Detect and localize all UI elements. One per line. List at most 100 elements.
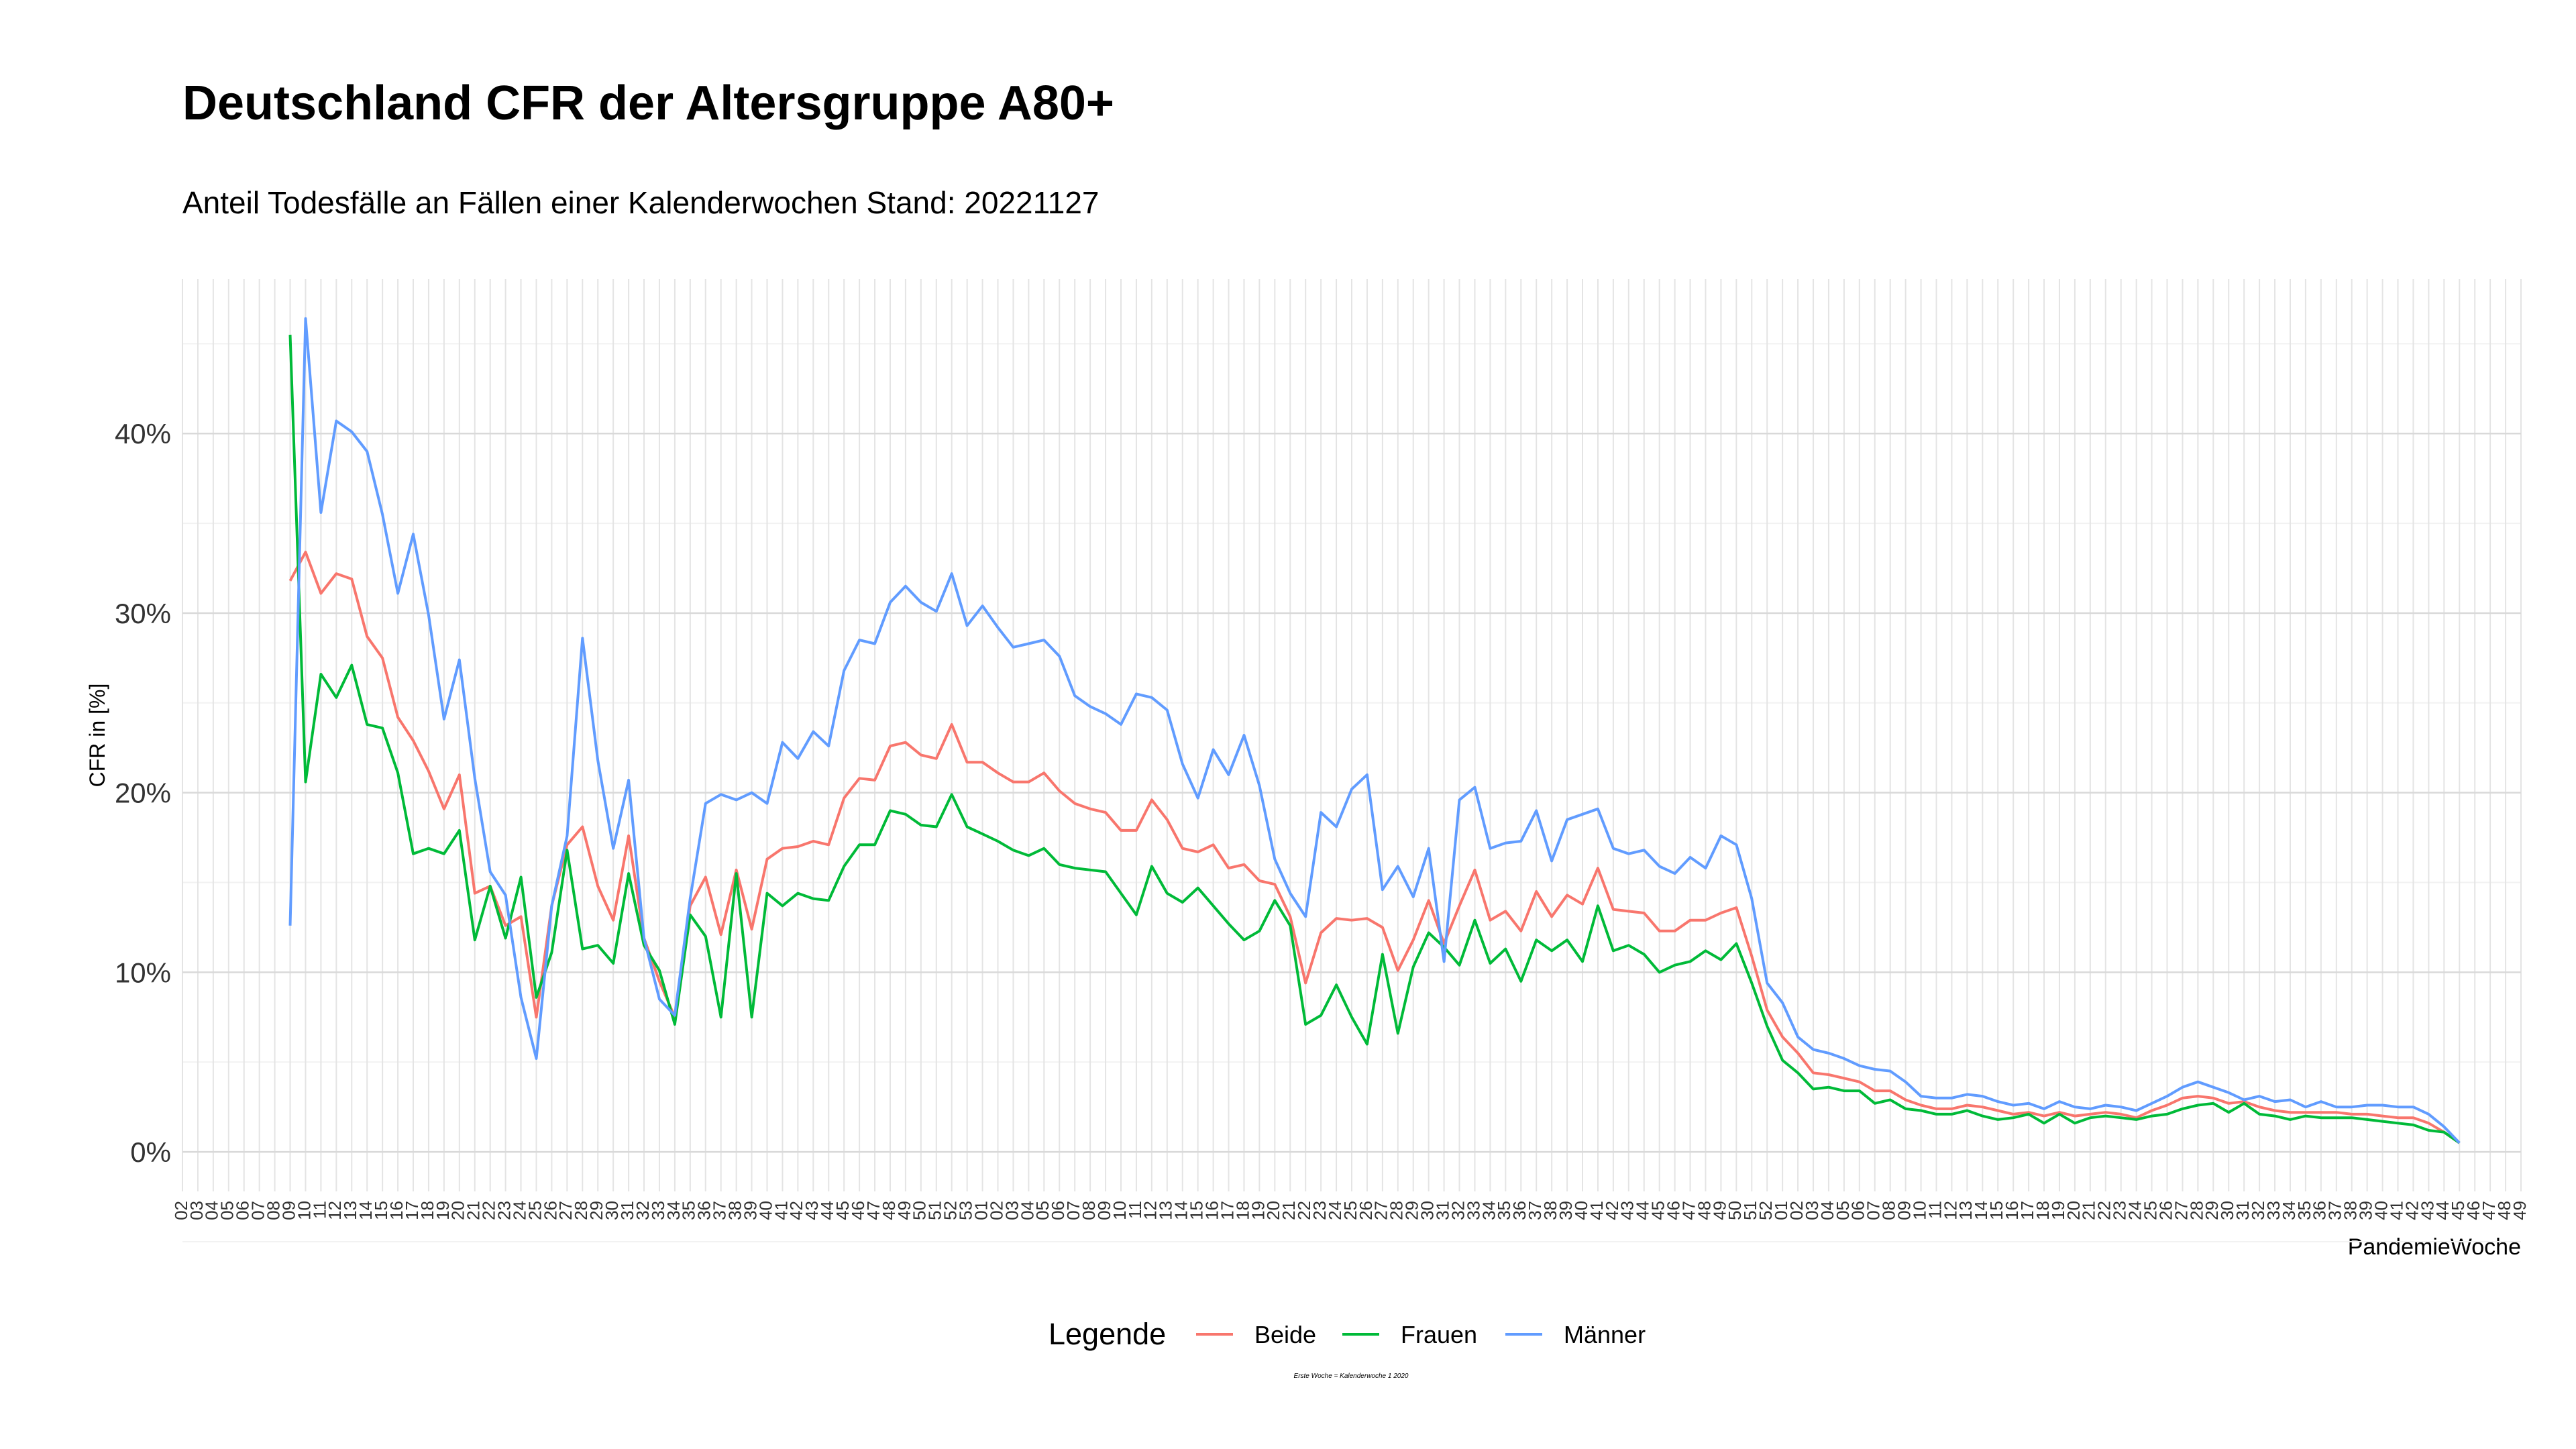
x-tick-label: 15 bbox=[371, 1201, 391, 1220]
x-tick-label: 35 bbox=[1494, 1201, 1514, 1220]
legend-label: Männer bbox=[1564, 1321, 1646, 1348]
x-tick-label: 23 bbox=[1309, 1201, 1330, 1220]
grid bbox=[182, 279, 2522, 1242]
x-tick-label: 45 bbox=[833, 1201, 853, 1220]
x-tick-label: 27 bbox=[2171, 1201, 2191, 1220]
x-tick-label: 21 bbox=[464, 1201, 484, 1220]
x-tick-label: 40 bbox=[1571, 1201, 1591, 1220]
x-tick-label: 06 bbox=[233, 1201, 253, 1220]
x-tick-label: 42 bbox=[1602, 1201, 1622, 1220]
x-tick-label: 46 bbox=[1663, 1201, 1683, 1220]
x-tick-label: 47 bbox=[863, 1201, 883, 1220]
x-tick-label: 14 bbox=[1971, 1201, 1991, 1220]
series-line bbox=[288, 334, 2461, 1144]
x-tick-label: 23 bbox=[2110, 1201, 2130, 1220]
x-tick-label: 09 bbox=[278, 1201, 299, 1220]
x-tick-label: 18 bbox=[2033, 1201, 2053, 1220]
x-tick-label: 01 bbox=[1771, 1201, 1791, 1220]
chart-subtitle: Anteil Todesfälle an Fällen einer Kalend… bbox=[182, 185, 1099, 220]
x-tick-label: 07 bbox=[1063, 1201, 1083, 1220]
x-tick-label: 21 bbox=[1279, 1201, 1299, 1220]
x-tick-label: 20 bbox=[448, 1201, 468, 1220]
x-tick-label: 27 bbox=[555, 1201, 576, 1220]
x-tick-label: 33 bbox=[2263, 1201, 2284, 1220]
x-tick-label: 29 bbox=[586, 1201, 606, 1220]
x-tick-label: 05 bbox=[1032, 1201, 1053, 1220]
x-tick-label: 29 bbox=[1402, 1201, 1422, 1220]
x-tick-label: 19 bbox=[433, 1201, 453, 1220]
x-tick-label: 53 bbox=[956, 1201, 976, 1220]
x-tick-label: 22 bbox=[2094, 1201, 2114, 1220]
chart-title: Deutschland CFR der Altersgruppe A80+ bbox=[182, 76, 1114, 130]
x-tick-label: 51 bbox=[925, 1201, 945, 1220]
x-tick-label: 03 bbox=[1002, 1201, 1022, 1220]
x-tick-label: 31 bbox=[1432, 1201, 1452, 1220]
x-tick-label: 11 bbox=[1925, 1201, 1945, 1219]
x-tick-label: 38 bbox=[1540, 1201, 1560, 1220]
x-tick-label: 07 bbox=[1864, 1201, 1884, 1220]
x-tick-label: 45 bbox=[1648, 1201, 1668, 1220]
x-tick-label: 16 bbox=[2002, 1201, 2022, 1220]
y-tick-label: 10% bbox=[115, 957, 171, 988]
x-tick-label: 27 bbox=[1371, 1201, 1391, 1220]
x-tick-label: 15 bbox=[1986, 1201, 2006, 1220]
x-tick-label: 17 bbox=[1217, 1201, 1237, 1220]
x-tick-label: 14 bbox=[356, 1201, 376, 1220]
x-tick-label: 25 bbox=[1340, 1201, 1360, 1220]
x-tick-label: 31 bbox=[2233, 1201, 2253, 1220]
x-tick-label: 02 bbox=[986, 1201, 1006, 1220]
x-tick-label: 44 bbox=[2432, 1201, 2453, 1220]
x-tick-label: 13 bbox=[1156, 1201, 1176, 1220]
y-tick-label: 30% bbox=[115, 598, 171, 629]
x-tick-label: 39 bbox=[740, 1201, 760, 1220]
x-tick-label: 18 bbox=[1232, 1201, 1252, 1220]
x-tick-label: 22 bbox=[479, 1201, 499, 1220]
x-tick-label: 13 bbox=[1955, 1201, 1976, 1220]
x-tick-label: 21 bbox=[2079, 1201, 2099, 1220]
x-tick-label: 41 bbox=[2386, 1201, 2406, 1220]
x-tick-label: 40 bbox=[2371, 1201, 2391, 1220]
x-tick-label: 43 bbox=[1617, 1201, 1638, 1220]
x-tick-label: 49 bbox=[2510, 1201, 2530, 1220]
legend-label: Frauen bbox=[1401, 1321, 1477, 1348]
x-tick-label: 28 bbox=[1387, 1201, 1407, 1220]
y-tick-label: 20% bbox=[115, 777, 171, 809]
x-tick-label: 22 bbox=[1294, 1201, 1314, 1220]
x-tick-label: 49 bbox=[894, 1201, 914, 1220]
x-tick-label: 24 bbox=[1325, 1201, 1345, 1220]
x-tick-label: 04 bbox=[1817, 1201, 1837, 1220]
x-tick-label: 23 bbox=[494, 1201, 514, 1220]
x-tick-label: 16 bbox=[386, 1201, 407, 1220]
x-tick-label: 28 bbox=[571, 1201, 591, 1220]
x-tick-label: 11 bbox=[1125, 1201, 1145, 1219]
x-tick-label: 10 bbox=[294, 1201, 314, 1220]
x-tick-label: 49 bbox=[1709, 1201, 1729, 1220]
x-tick-label: 38 bbox=[725, 1201, 745, 1220]
x-tick-label: 51 bbox=[1740, 1201, 1760, 1220]
x-tick-label: 11 bbox=[309, 1201, 329, 1219]
x-tick-label: 06 bbox=[1048, 1201, 1068, 1220]
x-tick-label: 26 bbox=[1356, 1201, 1376, 1220]
x-tick-label: 48 bbox=[2494, 1201, 2514, 1220]
series-line bbox=[288, 550, 2461, 1144]
x-tick-label: 33 bbox=[1463, 1201, 1483, 1220]
x-tick-label: 03 bbox=[1802, 1201, 1822, 1220]
legend-title: Legende bbox=[1049, 1317, 1166, 1351]
x-tick-label: 16 bbox=[1201, 1201, 1222, 1220]
x-tick-label: 30 bbox=[1417, 1201, 1438, 1220]
x-tick-label: 36 bbox=[694, 1201, 714, 1220]
x-tick-label: 36 bbox=[1509, 1201, 1529, 1220]
x-tick-label: 42 bbox=[786, 1201, 806, 1220]
x-tick-label: 24 bbox=[509, 1201, 529, 1220]
x-tick-label: 52 bbox=[1756, 1201, 1776, 1220]
x-tick-label: 48 bbox=[879, 1201, 899, 1220]
x-tick-label: 37 bbox=[710, 1201, 730, 1220]
y-tick-label: 0% bbox=[130, 1136, 171, 1168]
x-tick-label: 02 bbox=[1786, 1201, 1807, 1220]
x-tick-label: 12 bbox=[325, 1201, 345, 1220]
x-tick-label: 25 bbox=[525, 1201, 545, 1220]
x-tick-label: 10 bbox=[1909, 1201, 1929, 1220]
x-tick-label: 12 bbox=[1940, 1201, 1960, 1220]
x-tick-label: 18 bbox=[417, 1201, 437, 1220]
x-tick-label: 46 bbox=[848, 1201, 868, 1220]
